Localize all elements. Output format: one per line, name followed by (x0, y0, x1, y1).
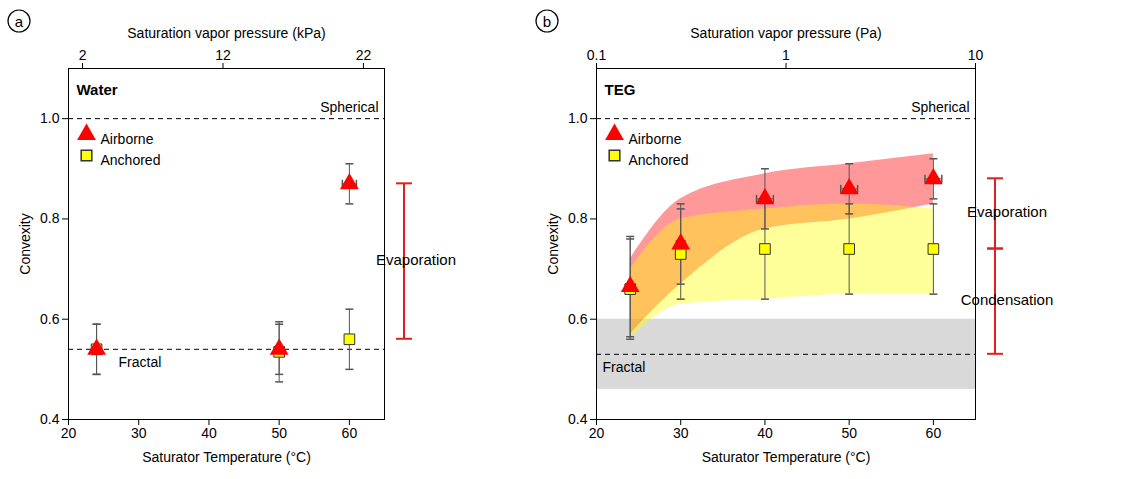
svg-text:12: 12 (215, 47, 231, 63)
svg-text:1: 1 (782, 47, 790, 63)
svg-text:Airborne: Airborne (101, 131, 154, 147)
svg-text:Water: Water (77, 81, 118, 98)
svg-text:Convexity: Convexity (545, 213, 561, 274)
svg-text:20: 20 (61, 425, 77, 441)
svg-text:Spherical: Spherical (320, 99, 378, 115)
svg-text:0.1: 0.1 (587, 47, 607, 63)
svg-text:Convexity: Convexity (17, 213, 33, 274)
svg-text:22: 22 (356, 47, 372, 63)
svg-text:60: 60 (342, 425, 358, 441)
svg-text:1.0: 1.0 (568, 110, 588, 126)
svg-text:60: 60 (926, 425, 942, 441)
svg-text:30: 30 (131, 425, 147, 441)
svg-text:20: 20 (589, 425, 605, 441)
svg-text:0.6: 0.6 (40, 311, 60, 327)
svg-text:Evaporation: Evaporation (376, 251, 456, 268)
svg-text:0.6: 0.6 (568, 311, 588, 327)
svg-text:Saturator Temperature (°C): Saturator Temperature (°C) (142, 449, 311, 465)
svg-text:Fractal: Fractal (603, 359, 646, 375)
svg-text:Airborne: Airborne (629, 131, 682, 147)
svg-text:a: a (15, 13, 24, 30)
svg-text:Condensation: Condensation (961, 291, 1054, 308)
svg-text:Saturator Temperature (°C): Saturator Temperature (°C) (702, 449, 871, 465)
svg-text:0.8: 0.8 (40, 210, 60, 226)
svg-text:50: 50 (841, 425, 857, 441)
svg-text:1.0: 1.0 (40, 110, 60, 126)
svg-text:Fractal: Fractal (119, 354, 162, 370)
svg-text:Saturation vapor pressure (Pa): Saturation vapor pressure (Pa) (690, 25, 881, 41)
svg-text:Saturation vapor pressure (kPa: Saturation vapor pressure (kPa) (127, 25, 325, 41)
svg-text:40: 40 (201, 425, 217, 441)
svg-text:Evaporation: Evaporation (967, 203, 1047, 220)
svg-text:0.4: 0.4 (40, 411, 60, 427)
svg-text:10: 10 (968, 47, 984, 63)
svg-text:40: 40 (757, 425, 773, 441)
svg-text:TEG: TEG (605, 81, 636, 98)
svg-text:30: 30 (673, 425, 689, 441)
svg-text:50: 50 (271, 425, 287, 441)
svg-text:b: b (543, 13, 551, 30)
svg-text:Spherical: Spherical (911, 99, 969, 115)
svg-text:0.4: 0.4 (568, 411, 588, 427)
svg-text:2: 2 (79, 47, 87, 63)
svg-text:Anchored: Anchored (629, 152, 689, 168)
svg-text:Anchored: Anchored (101, 152, 161, 168)
svg-text:0.8: 0.8 (568, 210, 588, 226)
